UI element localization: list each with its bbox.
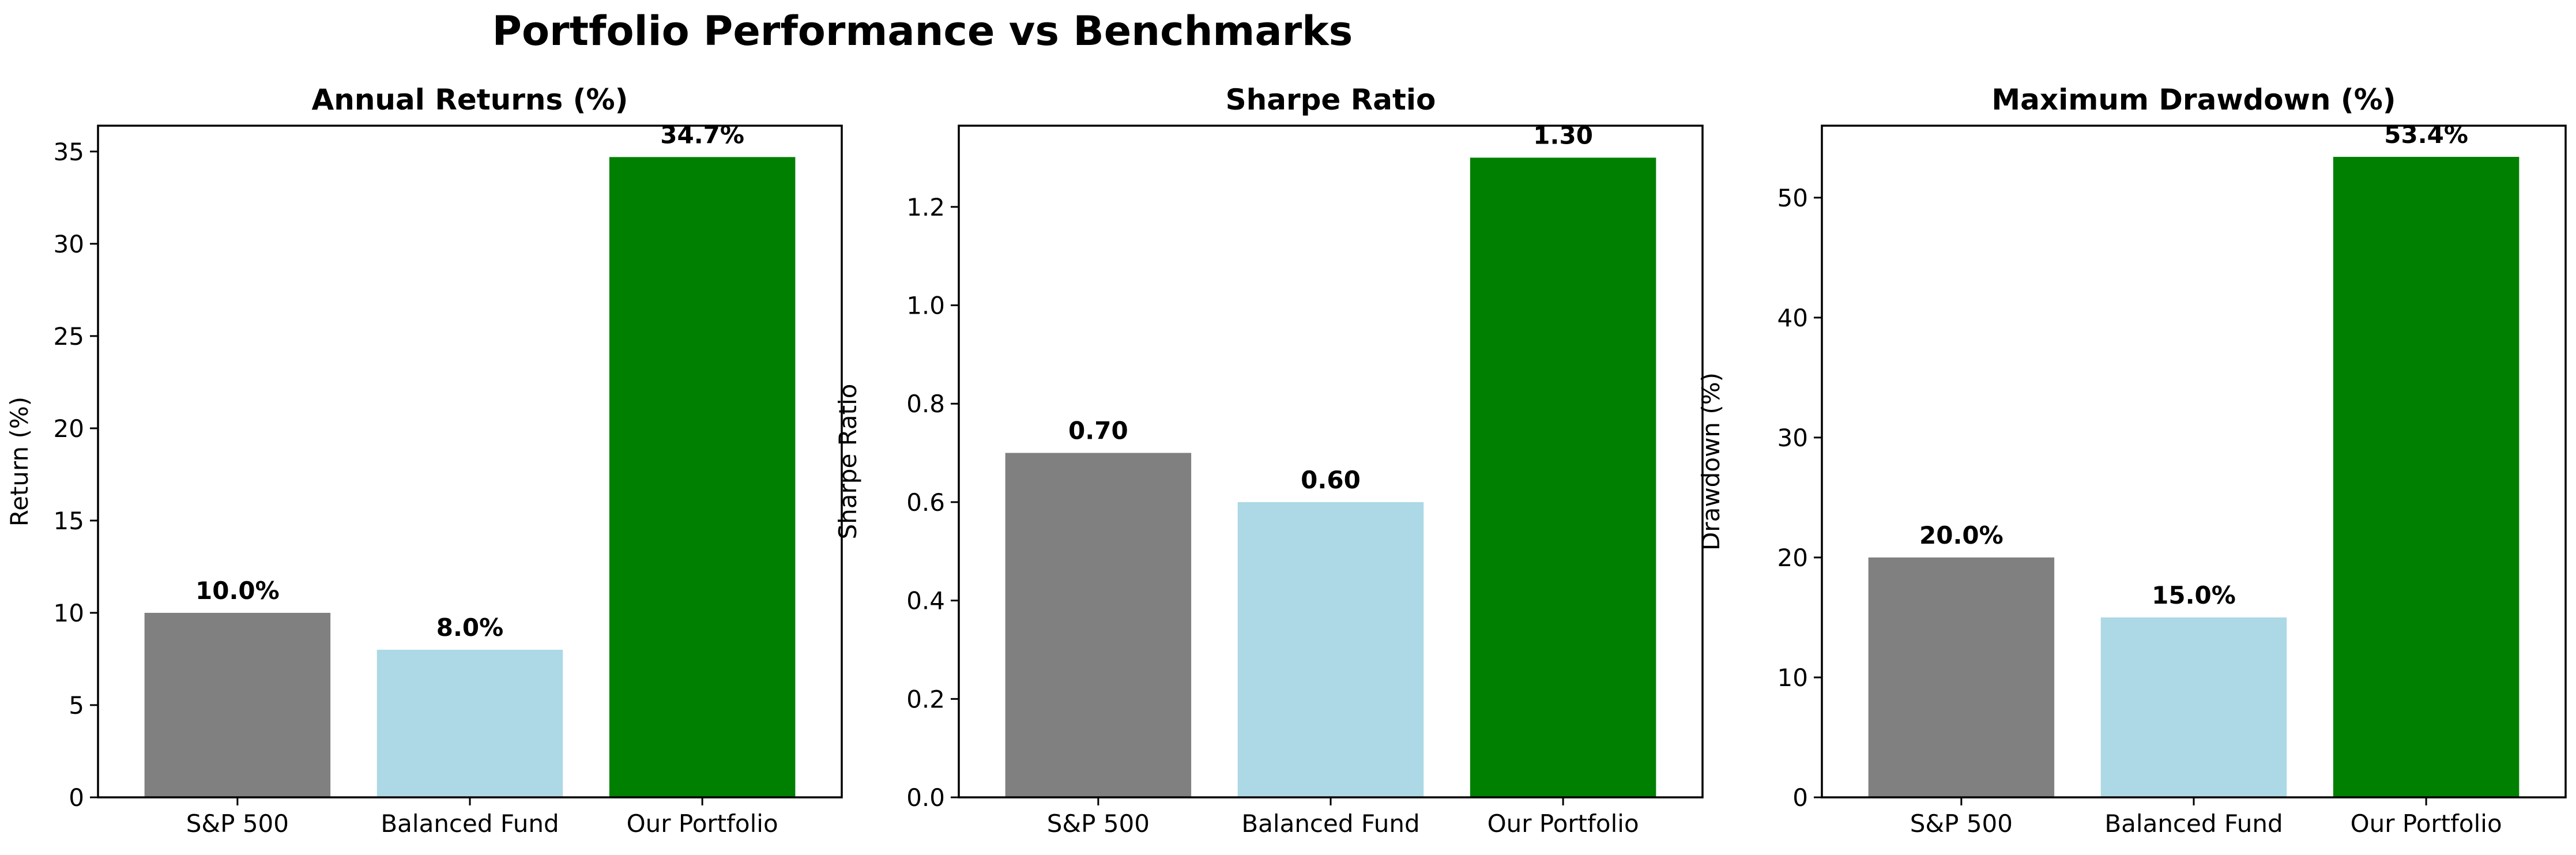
- xtick-label-max-drawdown-1: Balanced Fund: [2104, 809, 2283, 838]
- xtick-label-sharpe-ratio-2: Our Portfolio: [1487, 809, 1639, 838]
- data-label-annual-returns-1: 8.0%: [436, 613, 503, 642]
- xtick-label-annual-returns-0: S&P 500: [186, 809, 289, 838]
- xtick-label-annual-returns-1: Balanced Fund: [381, 809, 559, 838]
- ytick-label-sharpe-ratio-4: 0.8: [906, 390, 945, 418]
- ytick-label-sharpe-ratio-0: 0.0: [906, 784, 945, 812]
- data-label-sharpe-ratio-0: 0.70: [1068, 417, 1128, 445]
- ylabel-max-drawdown: Drawdown (%): [1697, 372, 1725, 551]
- figure-title: Portfolio Performance vs Benchmarks: [492, 7, 1353, 55]
- data-label-sharpe-ratio-1: 0.60: [1301, 466, 1361, 494]
- bar-annual-returns-1: [376, 649, 563, 797]
- ytick-label-annual-returns-1: 5: [69, 691, 84, 720]
- ytick-label-annual-returns-5: 25: [54, 322, 84, 351]
- ytick-label-sharpe-ratio-3: 0.6: [906, 488, 945, 517]
- ylabel-sharpe-ratio: Sharpe Ratio: [834, 384, 862, 540]
- xtick-label-sharpe-ratio-0: S&P 500: [1047, 809, 1150, 838]
- data-label-max-drawdown-0: 20.0%: [1919, 521, 2003, 549]
- ytick-label-max-drawdown-5: 50: [1777, 184, 1808, 212]
- panel-title-annual-returns: Annual Returns (%): [312, 83, 628, 116]
- data-label-annual-returns-0: 10.0%: [195, 577, 280, 605]
- plot-frame-annual-returns: [97, 125, 843, 798]
- bar-sharpe-ratio-1: [1237, 502, 1424, 797]
- ytick-label-sharpe-ratio-1: 0.2: [906, 685, 945, 713]
- bar-sharpe-ratio-0: [1005, 453, 1192, 797]
- bar-max-drawdown-2: [2333, 157, 2519, 797]
- xtick-label-max-drawdown-0: S&P 500: [1910, 809, 2013, 838]
- bar-sharpe-ratio-2: [1470, 157, 1656, 797]
- ytick-label-annual-returns-4: 20: [54, 415, 84, 443]
- xtick-label-max-drawdown-2: Our Portfolio: [2351, 809, 2502, 838]
- ytick-label-max-drawdown-0: 0: [1792, 784, 1808, 812]
- ytick-label-annual-returns-3: 15: [54, 507, 84, 535]
- ytick-label-max-drawdown-3: 30: [1777, 424, 1808, 452]
- ytick-label-sharpe-ratio-5: 1.0: [906, 292, 945, 320]
- plot-frame-max-drawdown: [1821, 125, 2567, 798]
- ylabel-annual-returns: Return (%): [5, 397, 33, 526]
- ytick-label-max-drawdown-4: 40: [1777, 304, 1808, 332]
- ytick-label-annual-returns-7: 35: [54, 138, 84, 166]
- bar-max-drawdown-1: [2100, 617, 2287, 797]
- bar-max-drawdown-0: [1868, 557, 2055, 797]
- xtick-label-annual-returns-2: Our Portfolio: [627, 809, 778, 838]
- ytick-label-max-drawdown-1: 10: [1777, 664, 1808, 692]
- bar-annual-returns-0: [144, 612, 331, 797]
- ytick-label-annual-returns-2: 10: [54, 599, 84, 627]
- plot-frame-sharpe-ratio: [958, 125, 1704, 798]
- data-label-max-drawdown-1: 15.0%: [2152, 581, 2236, 609]
- bar-annual-returns-2: [609, 157, 796, 798]
- ytick-label-annual-returns-0: 0: [69, 784, 84, 812]
- ytick-label-annual-returns-6: 30: [54, 230, 84, 258]
- panel-title-max-drawdown: Maximum Drawdown (%): [1991, 83, 2396, 116]
- ytick-label-max-drawdown-2: 20: [1777, 544, 1808, 572]
- ytick-label-sharpe-ratio-2: 0.4: [906, 587, 945, 615]
- ytick-label-sharpe-ratio-6: 1.2: [906, 193, 945, 221]
- xtick-label-sharpe-ratio-1: Balanced Fund: [1241, 809, 1419, 838]
- panel-title-sharpe-ratio: Sharpe Ratio: [1226, 83, 1436, 116]
